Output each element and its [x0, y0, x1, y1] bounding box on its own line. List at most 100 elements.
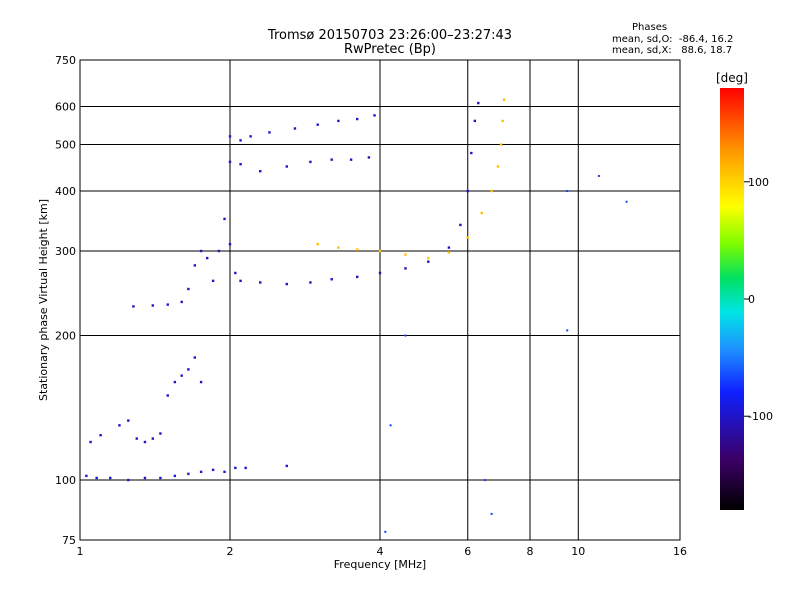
stats-title: Phases: [632, 22, 668, 33]
data-point: [404, 253, 407, 256]
data-point: [173, 380, 177, 384]
data-point: [228, 242, 232, 246]
outlier-point: [566, 190, 569, 193]
data-point: [143, 440, 147, 444]
y-tick-label: 400: [55, 185, 76, 198]
data-point: [285, 464, 288, 468]
data-point: [159, 432, 162, 435]
data-point: [199, 380, 203, 384]
data-point: [228, 160, 232, 164]
y-axis-label: Stationary phase Virtual Height [km]: [37, 199, 50, 401]
data-point: [337, 119, 340, 123]
data-point: [427, 260, 430, 263]
data-point: [223, 217, 226, 221]
trace-series: [132, 217, 237, 308]
data-point: [373, 114, 376, 117]
trace-series: [85, 464, 288, 482]
data-point: [473, 119, 477, 123]
data-point: [89, 440, 92, 444]
outlier-point: [384, 530, 387, 533]
y-tick-label: 600: [55, 101, 76, 114]
x-tick-label: 16: [673, 545, 687, 558]
data-point: [330, 158, 333, 161]
data-point: [187, 368, 190, 371]
data-point: [355, 275, 359, 279]
data-point: [466, 236, 469, 239]
outlier-point: [490, 512, 493, 515]
data-point: [316, 123, 319, 126]
data-point: [193, 264, 197, 267]
data-point: [378, 271, 382, 275]
data-point: [309, 160, 312, 164]
data-point: [132, 305, 135, 308]
grid-lines: [80, 60, 680, 540]
data-point: [211, 279, 215, 283]
outlier-point: [404, 334, 407, 337]
data-point: [367, 156, 371, 159]
data-point: [159, 476, 162, 480]
colorbar-unit: [deg]: [716, 71, 748, 85]
stats-line-x: mean, sd,X: 88.6, 18.7: [612, 45, 733, 56]
data-point: [135, 437, 138, 440]
data-point: [259, 169, 262, 173]
data-point: [378, 249, 382, 253]
outlier-point: [389, 424, 392, 427]
chart-title: Tromsø 20150703 23:26:00–23:27:43: [267, 28, 513, 43]
x-tick-label: 10: [571, 545, 585, 558]
data-point: [199, 249, 203, 253]
data-point: [349, 158, 353, 161]
y-tick-label: 750: [55, 54, 76, 67]
data-point: [499, 143, 503, 146]
trace-series: [228, 156, 371, 173]
data-point: [151, 304, 155, 307]
data-point: [244, 466, 247, 470]
data-point: [316, 242, 319, 246]
data-point: [205, 256, 209, 260]
y-tick-label: 100: [55, 474, 76, 487]
data-point: [470, 151, 473, 155]
trace-series: [316, 98, 506, 260]
data-point: [211, 468, 215, 472]
data-point: [99, 433, 102, 437]
data-point: [234, 271, 237, 275]
data-point: [355, 248, 359, 251]
data-point: [199, 470, 203, 474]
data-point: [285, 282, 288, 286]
data-point: [447, 246, 451, 249]
data-point: [477, 101, 480, 105]
y-tick-label: 75: [62, 534, 76, 547]
data-point: [166, 303, 169, 306]
data-point: [173, 474, 177, 478]
y-tick-label: 500: [55, 139, 76, 152]
data-point: [85, 474, 88, 478]
data-point: [127, 419, 130, 422]
data-point: [268, 131, 271, 134]
data-point: [95, 476, 98, 480]
data-point: [330, 278, 333, 281]
chart-subtitle: RwPretec (Bp): [343, 42, 437, 57]
x-tick-label: 4: [377, 545, 384, 558]
trace-series: [228, 114, 376, 142]
trace-series: [239, 101, 480, 286]
data-point: [285, 165, 288, 168]
data-point: [293, 127, 297, 130]
data-point: [187, 287, 190, 291]
y-tick-label: 200: [55, 330, 76, 343]
outlier-point: [625, 200, 628, 203]
colorbar: [720, 88, 744, 510]
outlier-point: [597, 174, 600, 177]
y-tick-label: 300: [55, 245, 76, 258]
x-tick-label: 2: [227, 545, 234, 558]
data-point: [259, 281, 262, 284]
data-point: [193, 356, 197, 359]
x-axis-label: Frequency [MHz]: [334, 558, 426, 571]
outlier-point: [484, 479, 487, 482]
data-point: [239, 279, 242, 283]
data-point: [249, 135, 252, 138]
data-point: [355, 117, 359, 121]
colorbar-tick-label: 100: [748, 176, 769, 189]
data-point: [223, 470, 226, 474]
trace-series: [89, 356, 203, 444]
data-point: [459, 223, 462, 227]
